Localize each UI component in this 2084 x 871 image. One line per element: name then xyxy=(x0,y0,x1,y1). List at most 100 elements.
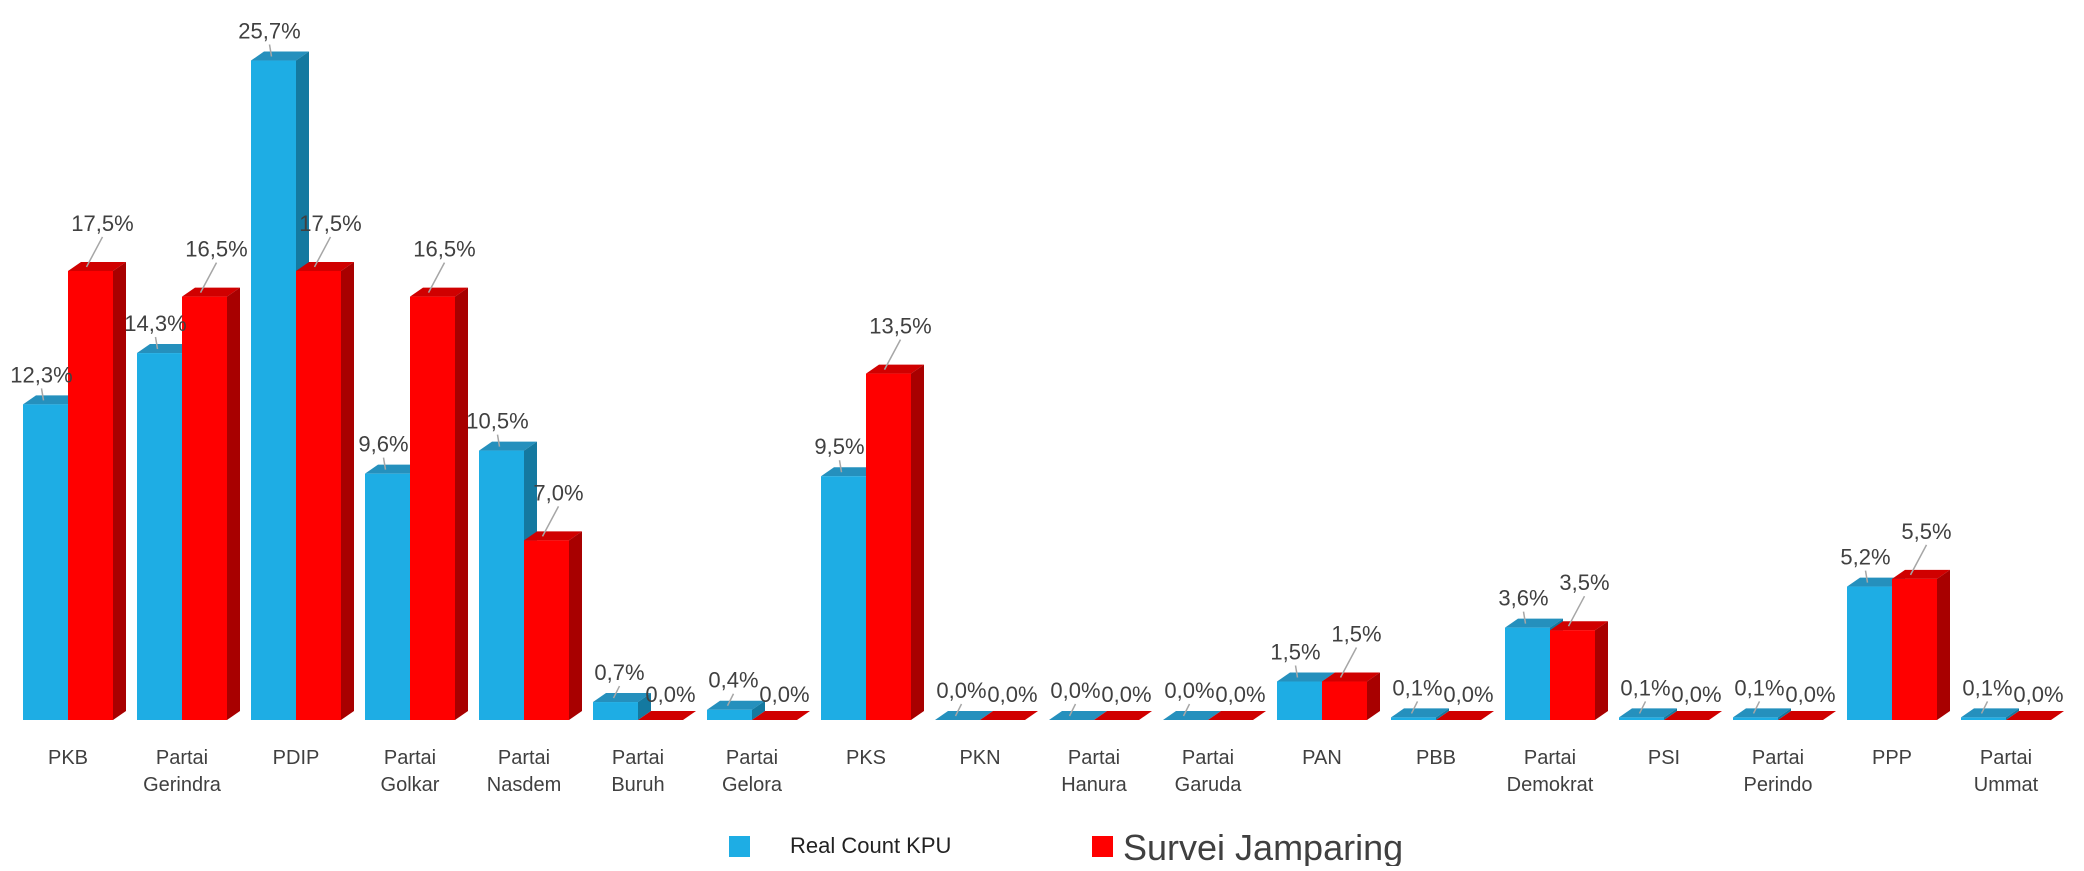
bar-kpu-14-side xyxy=(1664,708,1677,720)
value-label-jamparing-6: 0,0% xyxy=(759,682,809,707)
category-label-3-1: Golkar xyxy=(381,774,440,796)
bar-kpu-2-top xyxy=(251,51,309,61)
value-label-kpu-8: 0,0% xyxy=(936,678,986,703)
value-label-kpu-12: 0,1% xyxy=(1392,675,1442,700)
category-label-7-0: PKS xyxy=(846,747,886,769)
bar-kpu-11-top xyxy=(1277,672,1335,682)
bar-jamparing-13 xyxy=(1550,621,1608,720)
leader-line-kpu-7 xyxy=(838,460,843,473)
category-label-0-0: PKB xyxy=(48,747,88,769)
bar-kpu-2-front xyxy=(251,60,296,720)
bar-jamparing-10-top xyxy=(1208,711,1266,720)
bar-jamparing-5-top xyxy=(638,711,696,720)
bar-kpu-4-front xyxy=(479,450,524,720)
bar-jamparing-11 xyxy=(1322,672,1380,720)
category-label-17-1: Ummat xyxy=(1974,774,2039,796)
value-label-kpu-6: 0,4% xyxy=(708,668,758,693)
bar-jamparing-9-top xyxy=(1094,711,1152,720)
value-label-jamparing-14: 0,0% xyxy=(1671,682,1721,707)
bar-jamparing-1-top xyxy=(182,287,240,297)
bar-jamparing-2-top xyxy=(296,261,354,271)
leader-line-kpu-6 xyxy=(726,693,735,707)
bar-kpu-5 xyxy=(593,693,651,720)
category-label-10-1: Garuda xyxy=(1175,774,1243,796)
bar-jamparing-10 xyxy=(1208,711,1266,720)
bar-kpu-17 xyxy=(1961,708,2019,720)
bar-kpu-0-front xyxy=(23,404,68,720)
leader-line-jamparing-16 xyxy=(1909,544,1928,576)
value-label-kpu-9: 0,0% xyxy=(1050,678,1100,703)
value-label-jamparing-2: 17,5% xyxy=(299,211,361,236)
value-label-jamparing-4: 7,0% xyxy=(533,480,583,505)
category-label-16-0: PPP xyxy=(1872,747,1912,769)
leader-line-kpu-3 xyxy=(382,457,387,470)
bar-jamparing-8 xyxy=(980,711,1038,720)
leader-line-jamparing-3 xyxy=(427,262,446,293)
bar-kpu-13 xyxy=(1505,618,1563,720)
bar-jamparing-6-top xyxy=(752,711,810,720)
bar-kpu-9 xyxy=(1049,711,1107,720)
bar-jamparing-3-top xyxy=(410,287,468,297)
value-labels-layer: 12,3% 17,5% 14,3% 16,5% 25,7% 17,5% 9,6% 16,5% 1… xyxy=(10,19,2063,707)
category-label-8-0: PKN xyxy=(959,747,1000,769)
bar-kpu-12-front xyxy=(1391,717,1436,720)
bar-kpu-14-top xyxy=(1619,708,1677,718)
category-label-10-0: Partai xyxy=(1182,747,1234,769)
bar-jamparing-0-side xyxy=(113,261,126,720)
bar-kpu-10-top xyxy=(1163,711,1221,720)
bar-kpu-6-front xyxy=(707,709,752,720)
bar-kpu-17-side xyxy=(2006,708,2019,720)
bar-jamparing-15 xyxy=(1778,711,1836,720)
category-labels-layer: PKB Partai Gerindra PDIP Partai Golkar Partai N… xyxy=(48,747,2039,796)
bar-jamparing-1-side xyxy=(227,287,240,720)
bar-kpu-8-top xyxy=(935,711,993,720)
category-label-13-1: Demokrat xyxy=(1507,774,1594,796)
category-label-3-0: Partai xyxy=(384,747,436,769)
bar-kpu-15 xyxy=(1733,708,1791,720)
bar-jamparing-17-top xyxy=(2006,711,2064,720)
bar-kpu-11-front xyxy=(1277,681,1322,720)
bar-jamparing-0 xyxy=(68,261,126,720)
bar-kpu-13-top xyxy=(1505,618,1563,628)
category-label-1-0: Partai xyxy=(156,747,208,769)
value-label-jamparing-15: 0,0% xyxy=(1785,682,1835,707)
bar-jamparing-4-side xyxy=(569,531,582,720)
bar-jamparing-14-top xyxy=(1664,711,1722,720)
bar-kpu-3-top xyxy=(365,464,423,474)
bar-kpu-17-front xyxy=(1961,717,2006,720)
legend-label-jamparing: Survei Jamparing xyxy=(1123,827,1403,866)
leader-line-kpu-13 xyxy=(1522,611,1527,624)
bar-kpu-5-top xyxy=(593,693,651,703)
leader-line-jamparing-13 xyxy=(1567,595,1586,627)
bar-kpu-9-top xyxy=(1049,711,1107,720)
category-label-15-0: Partai xyxy=(1752,747,1804,769)
bar-jamparing-8-top xyxy=(980,711,1038,720)
category-label-13-0: Partai xyxy=(1524,747,1576,769)
bar-jamparing-3-side xyxy=(455,287,468,720)
bar-jamparing-4-front xyxy=(524,540,569,720)
category-label-12-0: PBB xyxy=(1416,747,1456,769)
bar-jamparing-12 xyxy=(1436,711,1494,720)
value-label-kpu-3: 9,6% xyxy=(358,432,408,457)
category-label-9-1: Hanura xyxy=(1061,774,1127,796)
category-label-4-0: Partai xyxy=(498,747,550,769)
bar-jamparing-7-side xyxy=(911,364,924,720)
leader-line-jamparing-11 xyxy=(1339,647,1358,678)
category-label-17-0: Partai xyxy=(1980,747,2032,769)
bar-jamparing-17 xyxy=(2006,711,2064,720)
value-label-kpu-1: 14,3% xyxy=(124,311,186,336)
leader-line-jamparing-7 xyxy=(883,339,902,370)
category-label-14-0: PSI xyxy=(1648,747,1680,769)
leader-line-kpu-11 xyxy=(1294,665,1299,678)
bar-jamparing-3-front xyxy=(410,296,455,720)
bar-jamparing-16-side xyxy=(1937,569,1950,720)
category-label-5-0: Partai xyxy=(612,747,664,769)
bar-kpu-15-side xyxy=(1778,708,1791,720)
bar-kpu-1-top xyxy=(137,344,195,354)
bar-jamparing-0-front xyxy=(68,270,113,720)
category-label-2-0: PDIP xyxy=(273,747,320,769)
value-label-kpu-14: 0,1% xyxy=(1620,675,1670,700)
bar-jamparing-11-top xyxy=(1322,672,1380,682)
